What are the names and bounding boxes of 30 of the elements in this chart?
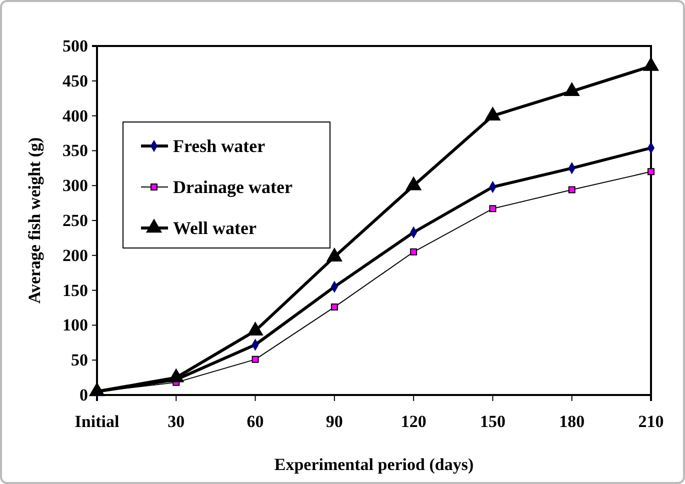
point (489, 205, 496, 212)
point (252, 356, 259, 363)
y-tick-label: 250 (62, 210, 88, 230)
x-tick-label: 90 (326, 412, 343, 432)
legend-label: Well water (173, 218, 256, 238)
x-tick-label: 150 (480, 412, 506, 432)
x-tick-label: 120 (400, 412, 426, 432)
x-tick-label: 180 (559, 412, 585, 432)
x-axis-title: Experimental period (days) (274, 455, 474, 474)
point (410, 248, 418, 256)
legend-label: Fresh water (173, 136, 266, 156)
x-tick-label: 210 (638, 412, 664, 432)
y-axis-title: Average fish weight (g) (25, 137, 44, 304)
x-tick-label: Initial (74, 412, 120, 432)
point (568, 186, 576, 194)
point (648, 168, 654, 176)
y-tick-label: 50 (71, 350, 88, 370)
x-tick-label: 60 (246, 412, 264, 432)
y-tick-label: 300 (62, 176, 88, 196)
legend-label: Drainage water (173, 177, 292, 197)
y-tick-label: 200 (62, 246, 88, 265)
y-tick-label: 450 (62, 71, 88, 90)
y-tick-label: 150 (62, 280, 88, 300)
x-tick-label: 30 (168, 412, 185, 432)
point (330, 304, 338, 311)
y-tick-label: 100 (62, 316, 88, 335)
y-tick-label: 500 (62, 36, 88, 56)
y-tick-label: 350 (62, 141, 88, 160)
y-tick-label: 0 (80, 385, 88, 404)
y-tick-label: 400 (62, 106, 88, 126)
